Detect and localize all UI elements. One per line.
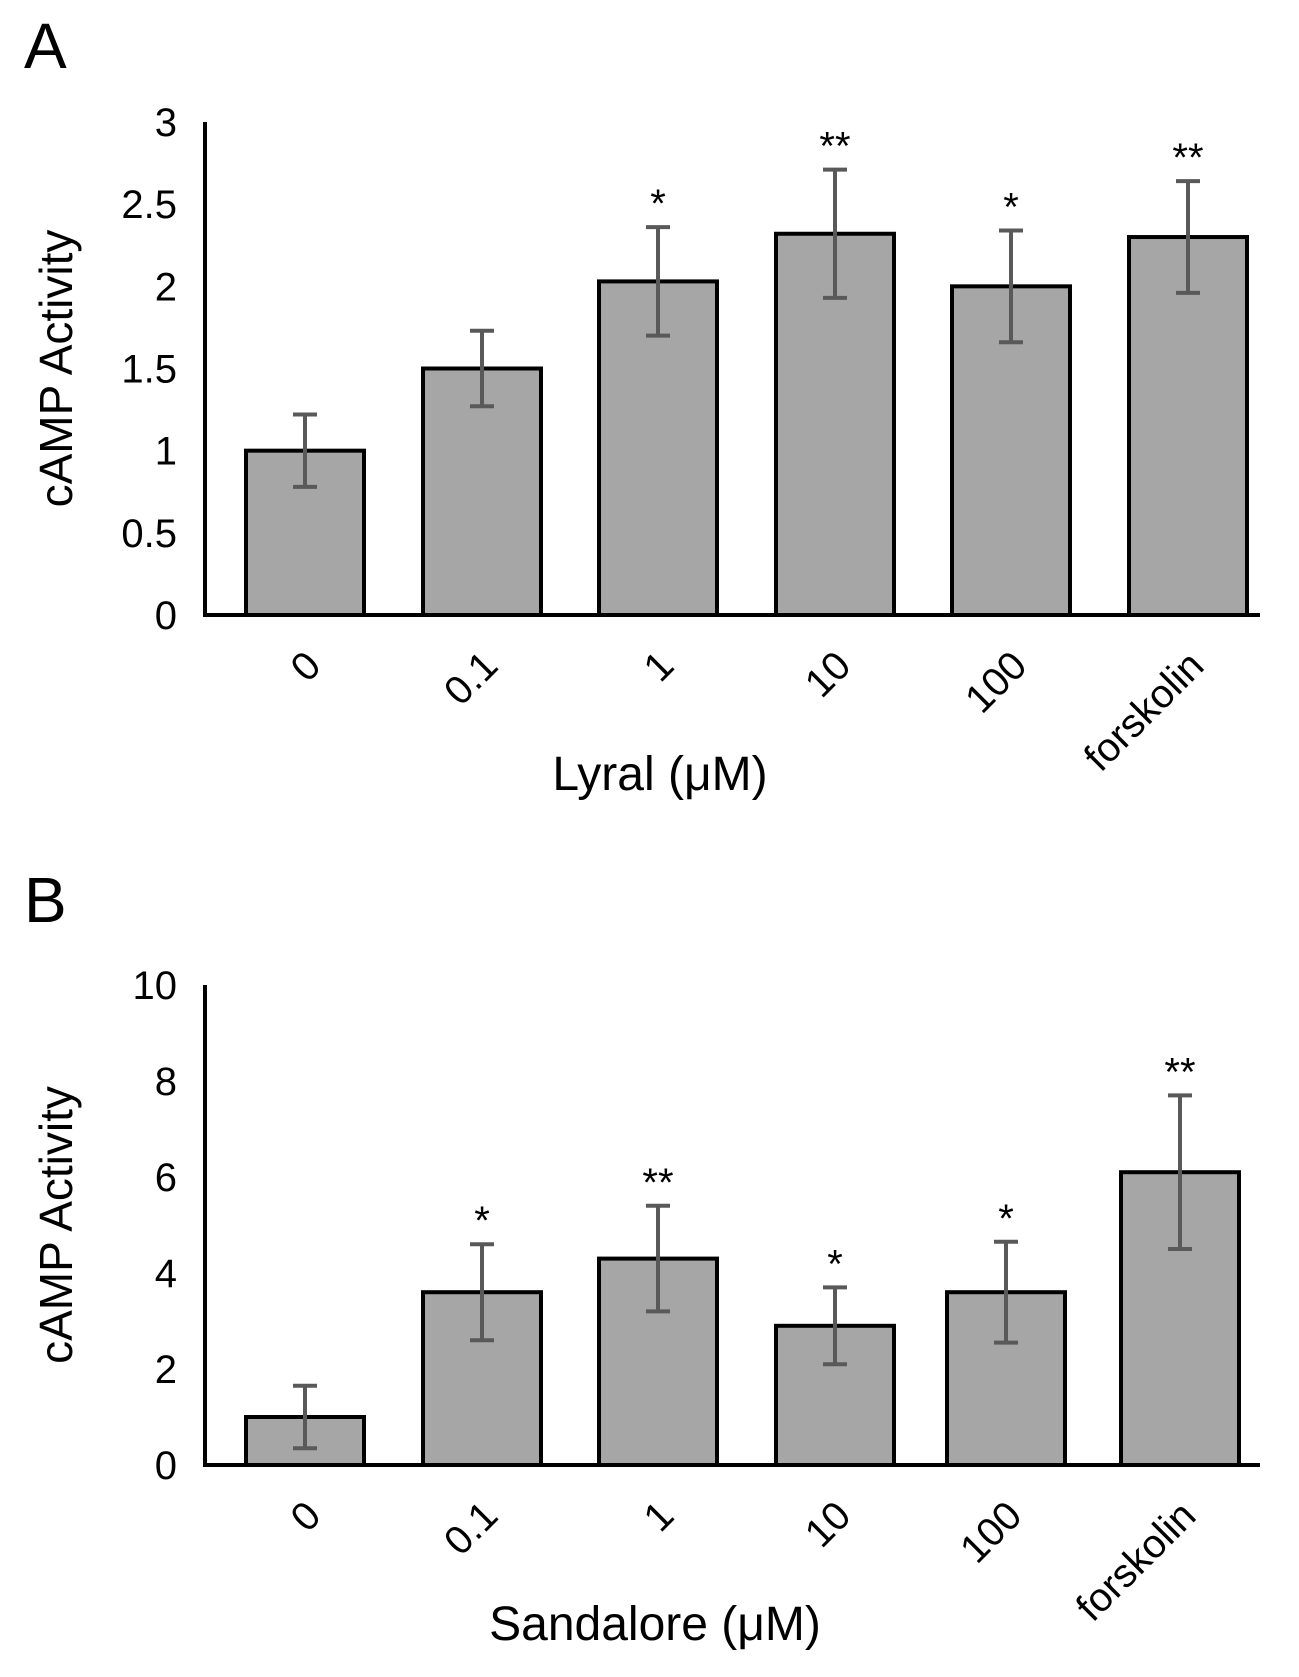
error-bar [293,1383,317,1451]
y-tick-label: 1 [155,430,177,474]
error-bar [1168,1093,1192,1251]
y-axis-title: cAMP Activity [30,230,82,508]
error-bar [646,1203,670,1314]
error-bar [646,225,670,338]
significance-marker: ** [819,125,850,169]
significance-marker: * [998,1197,1014,1241]
y-tick-label: 2 [155,265,177,309]
significance-marker: ** [1164,1050,1195,1094]
significance-marker: ** [1172,136,1203,180]
x-tick-label: 100 [952,1493,1030,1571]
panel-a: A 0 0.5 1 1.5 2 2.5 3 0 0.1 * 1 ** 10 * 100 ** forskolin c… [24,10,1260,801]
y-tick-label: 6 [155,1156,177,1200]
y-tick-label: 1.5 [121,348,177,392]
panel-letter: B [24,864,67,936]
x-axis-title: Sandalore (μM) [489,1598,821,1651]
y-tick-label: 0 [155,1444,177,1488]
error-bar [1176,179,1200,295]
y-tick-label: 2.5 [121,183,177,227]
y-tick-label: 0.5 [121,512,177,556]
error-bar [470,328,494,409]
error-bar [293,412,317,489]
y-tick-label: 10 [133,964,178,1008]
significance-marker: * [650,182,666,226]
y-tick-label: 3 [155,101,177,145]
significance-marker: * [827,1242,843,1286]
y-tick-label: 0 [155,594,177,638]
y-tick-label: 4 [155,1252,177,1296]
x-tick-label: 0.1 [436,1493,506,1563]
error-bar [823,1285,847,1367]
y-tick-label: 2 [155,1348,177,1392]
significance-marker: * [1003,185,1019,229]
error-bar [823,167,847,300]
error-bar [994,1239,1018,1345]
x-axis-title: Lyral (μM) [552,748,767,801]
x-tick-label: 10 [797,643,860,706]
panel-letter: A [24,10,67,82]
x-tick-label: 1 [636,643,683,690]
x-tick-label: 0 [283,1493,330,1540]
x-tick-label: 100 [957,643,1035,721]
x-tick-label: 10 [797,1493,860,1556]
x-tick-label: 1 [636,1493,683,1540]
x-tick-label: forskolin [1076,643,1212,779]
error-bar [999,228,1023,345]
significance-marker: ** [642,1161,673,1205]
error-bar [470,1242,494,1343]
y-tick-label: 8 [155,1060,177,1104]
y-axis-title: cAMP Activity [30,1086,82,1364]
x-tick-label: 0 [283,643,330,690]
x-tick-label: forskolin [1068,1493,1204,1629]
significance-marker: * [474,1199,490,1243]
x-tick-label: 0.1 [436,643,506,713]
